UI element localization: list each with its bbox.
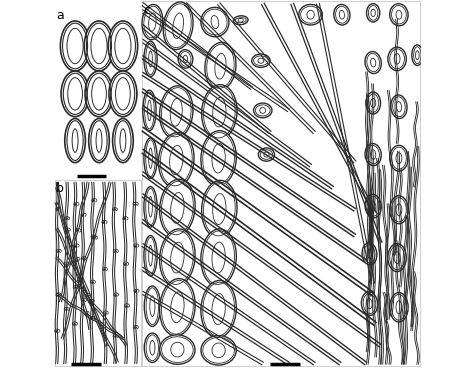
- Ellipse shape: [142, 4, 163, 40]
- Ellipse shape: [390, 293, 408, 322]
- Ellipse shape: [144, 286, 161, 326]
- Ellipse shape: [160, 86, 193, 139]
- Ellipse shape: [391, 95, 407, 118]
- Ellipse shape: [160, 229, 195, 286]
- Ellipse shape: [334, 4, 350, 25]
- Ellipse shape: [365, 52, 381, 74]
- Ellipse shape: [201, 336, 236, 365]
- Ellipse shape: [144, 187, 157, 227]
- Ellipse shape: [390, 145, 408, 171]
- Ellipse shape: [143, 90, 156, 131]
- Bar: [142, 1, 420, 366]
- Ellipse shape: [205, 42, 236, 90]
- Text: b: b: [56, 182, 64, 195]
- Ellipse shape: [108, 21, 137, 71]
- Ellipse shape: [299, 4, 322, 25]
- Ellipse shape: [388, 47, 406, 71]
- Ellipse shape: [233, 16, 248, 25]
- Ellipse shape: [160, 179, 195, 237]
- Ellipse shape: [160, 335, 195, 364]
- Ellipse shape: [365, 194, 381, 218]
- Ellipse shape: [258, 148, 274, 161]
- Ellipse shape: [201, 131, 237, 186]
- Ellipse shape: [366, 92, 381, 114]
- Ellipse shape: [163, 2, 193, 50]
- Ellipse shape: [201, 229, 237, 286]
- Ellipse shape: [89, 118, 109, 163]
- Ellipse shape: [201, 280, 237, 338]
- Ellipse shape: [201, 85, 237, 140]
- Text: a: a: [56, 9, 64, 22]
- Bar: [55, 180, 141, 366]
- Ellipse shape: [144, 236, 157, 276]
- Ellipse shape: [84, 21, 114, 71]
- Ellipse shape: [365, 144, 381, 166]
- Ellipse shape: [362, 243, 377, 265]
- Ellipse shape: [390, 196, 408, 224]
- Ellipse shape: [366, 4, 380, 22]
- Ellipse shape: [113, 118, 133, 163]
- Ellipse shape: [388, 244, 406, 272]
- Ellipse shape: [61, 71, 89, 117]
- Ellipse shape: [144, 138, 157, 178]
- Ellipse shape: [65, 118, 85, 163]
- Ellipse shape: [390, 4, 408, 26]
- Ellipse shape: [85, 71, 113, 117]
- Ellipse shape: [361, 292, 378, 315]
- Ellipse shape: [144, 41, 157, 77]
- Ellipse shape: [144, 333, 161, 362]
- Ellipse shape: [201, 180, 237, 238]
- Ellipse shape: [109, 71, 137, 117]
- Ellipse shape: [252, 54, 270, 67]
- Ellipse shape: [60, 21, 90, 71]
- Ellipse shape: [178, 50, 193, 68]
- Ellipse shape: [254, 103, 272, 118]
- Ellipse shape: [201, 7, 229, 37]
- Ellipse shape: [160, 279, 195, 336]
- Ellipse shape: [158, 132, 194, 188]
- Text: c: c: [143, 4, 150, 17]
- Ellipse shape: [412, 45, 423, 66]
